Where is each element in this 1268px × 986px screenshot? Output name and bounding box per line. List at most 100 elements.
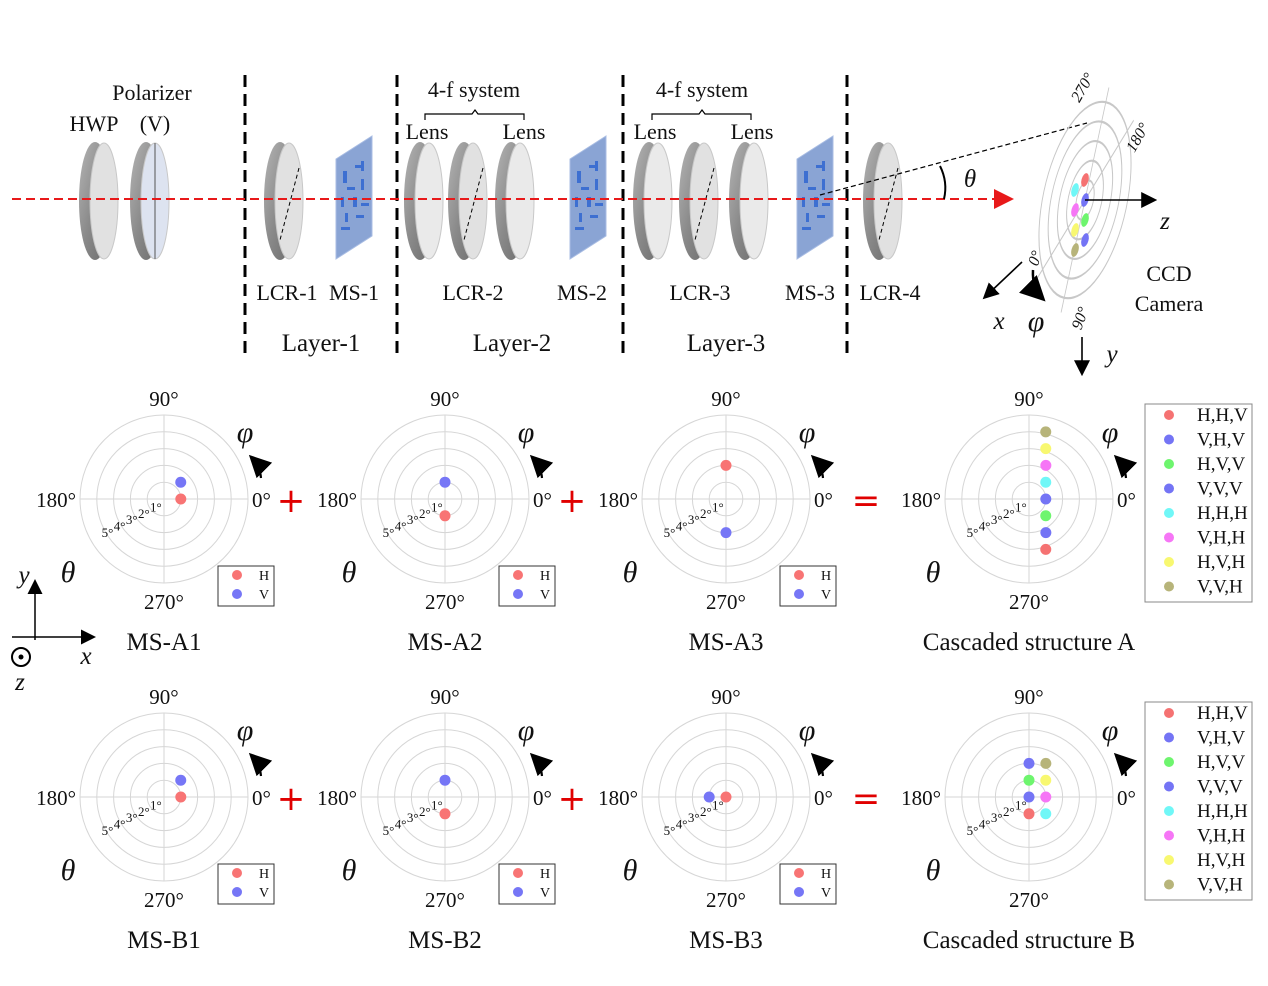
data-point-h-h-h <box>1040 476 1052 488</box>
legend-marker <box>1164 708 1174 718</box>
ring-tick-label: 4° <box>979 519 991 534</box>
nanostructure <box>814 197 818 207</box>
lcr-3-label: LCR-3 <box>669 280 730 305</box>
legend-label: V,H,H <box>1197 826 1245 847</box>
legend-marker <box>232 570 242 580</box>
data-point-v-h-h <box>1040 459 1052 471</box>
data-point-h-v-h <box>1040 443 1052 455</box>
lc-axis-line <box>279 167 300 241</box>
ring-tick-label: 2° <box>700 506 712 521</box>
layer-dividers <box>243 75 849 360</box>
nanostructure <box>802 197 805 207</box>
lens-face <box>274 142 304 260</box>
plus-operator: + <box>277 481 306 521</box>
polar-plot: 90° 0° 270° 180° 1°2°3°4°5° θ φ MS-A2 HV <box>317 387 556 656</box>
angle-tick-label: 90° <box>1014 387 1043 411</box>
x-axis-label: x <box>992 308 1004 335</box>
legend-marker <box>1164 532 1174 543</box>
phi-axis-symbol: φ <box>799 714 816 747</box>
lens-face <box>643 142 673 260</box>
ring-tick-label: 2° <box>138 506 150 521</box>
data-point-v-v-v <box>1023 757 1035 769</box>
nanostructure <box>575 227 584 230</box>
legend-label: H <box>821 867 831 882</box>
angle-tick-label: 270° <box>144 590 184 614</box>
phi-direction-arrow <box>248 454 273 479</box>
legend: HV <box>779 565 837 607</box>
data-point-h-v-h <box>1040 774 1052 786</box>
plot-title: MS-A1 <box>126 629 201 656</box>
angle-tick-label: 0° <box>814 488 833 512</box>
legend-marker <box>794 887 804 897</box>
ring-tick-label: 2° <box>700 804 712 819</box>
nanostructure <box>822 203 830 206</box>
camera-spot <box>1071 223 1079 237</box>
plot-title: MS-B3 <box>689 927 763 954</box>
data-point-v <box>175 476 187 488</box>
nanostructure <box>581 187 589 190</box>
lens-face <box>689 142 719 260</box>
legend-marker <box>1164 483 1174 494</box>
lc-axis-line <box>463 167 484 241</box>
ring-tick-label: 3° <box>688 810 700 825</box>
coord-y-label: y <box>15 562 30 589</box>
ring-tick-label: 5° <box>102 823 114 838</box>
legend: H,H,V V,H,V H,V,V V,V,V H,H,H V,H,H H,V,H V,V,H <box>1144 403 1253 603</box>
data-point-h <box>720 791 732 803</box>
polar-plot: 90° 0° 270° 180° 1°2°3°4°5° θ φ Cascaded struct… <box>901 387 1253 656</box>
angle-tick-label: 270° <box>706 888 746 912</box>
angle-tick-label: 0° <box>252 488 271 512</box>
angle-tick-label: 270° <box>1009 590 1049 614</box>
legend-marker <box>1164 855 1174 865</box>
angle-tick-label: 0° <box>1117 786 1136 810</box>
legend-box <box>217 863 275 905</box>
legend-box <box>779 863 837 905</box>
data-point-v-v-v <box>1040 493 1052 505</box>
angle-tick-label: 0° <box>252 786 271 810</box>
polarizer-state-label: (V) <box>140 111 171 136</box>
ring-tick-label: 4° <box>979 817 991 832</box>
legend: H,H,V V,H,V H,V,V V,V,V H,H,H V,H,H H,V,H V,V,H <box>1144 701 1253 901</box>
nanostructure <box>806 213 809 222</box>
legend-box <box>217 565 275 607</box>
nanostructure <box>817 215 825 218</box>
hwp-label: HWP <box>70 111 119 136</box>
legend-label: V,V,H <box>1197 577 1243 598</box>
data-point-h <box>175 493 187 505</box>
camera-angle-label: 0° <box>1025 248 1046 268</box>
polarizer <box>130 142 170 260</box>
camera-spot <box>1081 233 1089 247</box>
legend-label: V <box>259 886 269 901</box>
angle-tick-label: 180° <box>317 786 357 810</box>
nanostructure <box>822 161 825 171</box>
phi-direction-arrow <box>810 752 835 777</box>
legend-marker <box>513 887 523 897</box>
legend-label: V <box>821 588 831 603</box>
lens-face <box>505 142 535 260</box>
plot-title: MS-A3 <box>688 629 763 656</box>
lens-face <box>458 142 488 260</box>
angle-tick-label: 90° <box>711 387 740 411</box>
legend-marker <box>1164 879 1174 890</box>
lens <box>729 142 769 260</box>
lcr-1 <box>264 142 304 260</box>
four-f-system-label-2: 4-f system <box>656 77 748 102</box>
ring-tick-label: 1° <box>431 797 443 812</box>
legend-label: H <box>540 867 550 882</box>
lcr-3 <box>679 142 719 260</box>
ring-tick-label: 2° <box>138 804 150 819</box>
legend-box <box>498 863 556 905</box>
theta-axis-symbol: θ <box>926 556 941 589</box>
nanostructure <box>579 213 582 222</box>
legend-marker <box>1164 557 1174 567</box>
coordinate-legend: y x z <box>11 562 96 696</box>
theta-axis-symbol: θ <box>61 854 76 887</box>
lens <box>495 142 535 260</box>
ring-tick-label: 5° <box>383 525 395 540</box>
ring-tick-label: 2° <box>1003 804 1015 819</box>
legend-label: V <box>540 588 550 603</box>
ring-tick-label: 2° <box>1003 506 1015 521</box>
nanostructure <box>590 215 598 218</box>
y-axis-label: y <box>1103 341 1118 368</box>
ring-tick-label: 5° <box>102 525 114 540</box>
